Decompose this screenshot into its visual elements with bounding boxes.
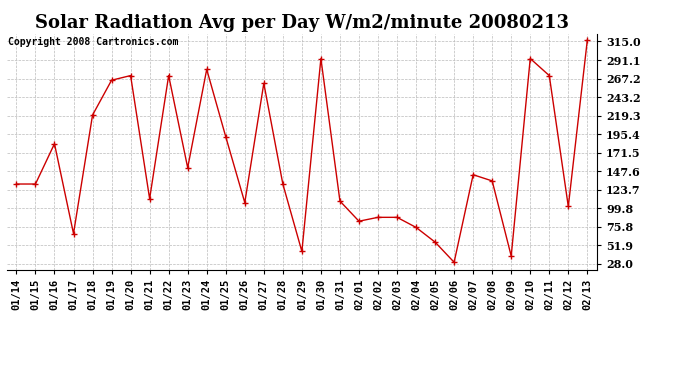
Text: Copyright 2008 Cartronics.com: Copyright 2008 Cartronics.com: [8, 37, 179, 47]
Title: Solar Radiation Avg per Day W/m2/minute 20080213: Solar Radiation Avg per Day W/m2/minute …: [35, 14, 569, 32]
